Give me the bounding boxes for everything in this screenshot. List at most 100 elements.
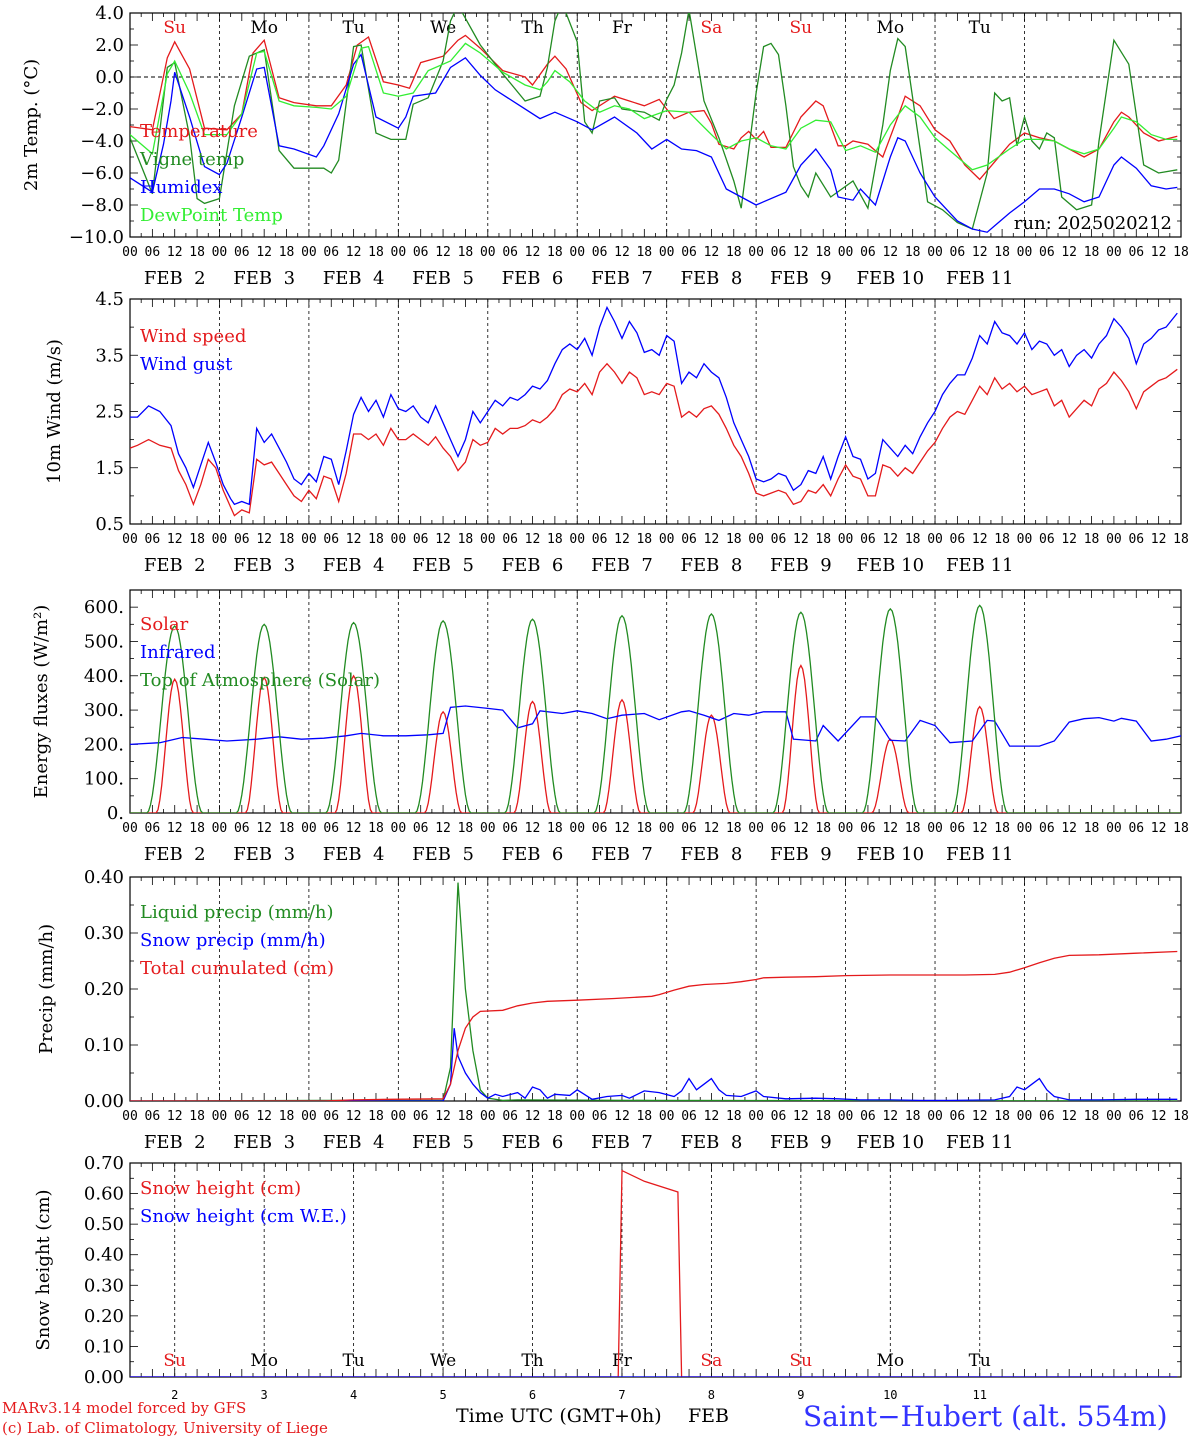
model-credit: MARv3.14 model forced by GFS <box>2 1399 247 1417</box>
day-number: 3 <box>261 1388 268 1402</box>
day-label: Tu <box>969 18 991 38</box>
day-label: Su <box>163 18 186 38</box>
legend-entry: Temperature <box>140 121 258 142</box>
hour-tick-label: 00 <box>838 821 854 836</box>
hour-tick-label: 12 <box>1061 532 1077 547</box>
hour-tick-label: 12 <box>793 1109 809 1124</box>
station-title: Saint−Hubert (alt. 554m) <box>803 1400 1168 1433</box>
hour-tick-label: 18 <box>994 821 1010 836</box>
plot-frame <box>129 589 1182 814</box>
series-snow-precip-mm-h <box>130 1028 1178 1101</box>
hour-tick-label: 06 <box>145 532 161 547</box>
date-label: FEB 8 <box>681 555 743 576</box>
legend-entry: Wind speed <box>140 326 246 347</box>
y-tick-label: 0.70 <box>84 1153 124 1174</box>
panel-wind: 4.5 3.5 2.5 1.5 0.5 10m Wind (m/s) 00 06 12 18 00 0… <box>44 289 1189 576</box>
hour-tick-label: 12 <box>525 532 541 547</box>
y-tick-label: 0.50 <box>84 1214 124 1235</box>
hour-tick-label: 06 <box>860 245 876 260</box>
hour-tick-label: 06 <box>860 1109 876 1124</box>
hour-tick-label: 00 <box>1106 532 1122 547</box>
hour-tick-label: 00 <box>1017 245 1033 260</box>
hour-tick-label: 18 <box>279 1109 295 1124</box>
hour-tick-label: 00 <box>927 821 943 836</box>
hour-tick-label: 12 <box>167 532 183 547</box>
hour-tick-label: 18 <box>994 245 1010 260</box>
hour-tick-label: 12 <box>346 245 362 260</box>
y-axis-title: 2m Temp. (°C) <box>21 59 42 191</box>
y-tick-label: 0.10 <box>84 1035 124 1056</box>
hour-tick-label: 12 <box>525 245 541 260</box>
y-tick-label: 100. <box>84 769 124 790</box>
hour-tick-label: 18 <box>547 245 563 260</box>
hour-tick-label: 18 <box>1084 821 1100 836</box>
day-label: Su <box>790 18 813 38</box>
y-tick-label: 0.40 <box>84 1245 124 1266</box>
hour-tick-label: 18 <box>815 821 831 836</box>
hour-tick-label: 06 <box>502 821 518 836</box>
hour-tick-label: 12 <box>1061 1109 1077 1124</box>
hour-tick-label: 12 <box>256 245 272 260</box>
hour-tick-label: 18 <box>636 821 652 836</box>
hour-tick-label: 00 <box>122 532 138 547</box>
hour-tick-label: 18 <box>994 1109 1010 1124</box>
hour-tick-label: 00 <box>391 1109 407 1124</box>
date-label: FEB 4 <box>323 555 385 576</box>
hour-tick-label: 06 <box>681 245 697 260</box>
hour-tick-label: 18 <box>189 245 205 260</box>
plot-frame <box>129 298 1182 525</box>
hour-tick-label: 00 <box>480 1109 496 1124</box>
hour-tick-label: 06 <box>234 245 250 260</box>
hour-tick-label: 06 <box>323 821 339 836</box>
date-label: FEB 7 <box>591 268 653 289</box>
date-label: FEB 3 <box>233 1132 295 1153</box>
legend-entry: Infrared <box>140 642 215 663</box>
hour-tick-label: 18 <box>279 532 295 547</box>
day-label: Su <box>163 1351 186 1371</box>
hour-tick-label: 00 <box>748 532 764 547</box>
day-number: 7 <box>618 1388 625 1402</box>
hour-tick-label: 12 <box>346 532 362 547</box>
hour-tick-label: 06 <box>413 1109 429 1124</box>
hour-tick-label: 18 <box>458 532 474 547</box>
date-label: FEB 6 <box>502 555 564 576</box>
hour-tick-label: 06 <box>234 1109 250 1124</box>
hour-tick-label: 12 <box>614 245 630 260</box>
hour-tick-label: 12 <box>972 532 988 547</box>
day-label: Fr <box>612 1351 633 1371</box>
hour-tick-label: 06 <box>502 532 518 547</box>
hour-tick-label: 00 <box>480 532 496 547</box>
hour-tick-label: 00 <box>1017 1109 1033 1124</box>
date-label: FEB 3 <box>233 268 295 289</box>
hour-tick-label: 12 <box>704 245 720 260</box>
y-tick-label: 4.0 <box>95 3 124 24</box>
y-tick-label: 0.60 <box>84 1184 124 1205</box>
hour-tick-label: 06 <box>1039 821 1055 836</box>
legend-entry: Total cumulated (cm) <box>140 958 334 979</box>
hour-tick-label: 00 <box>122 821 138 836</box>
hour-tick-label: 00 <box>391 821 407 836</box>
y-axis-title: 10m Wind (m/s) <box>44 339 65 484</box>
day-label: Tu <box>342 18 364 38</box>
hour-tick-label: 18 <box>815 1109 831 1124</box>
hour-tick-label: 06 <box>950 1109 966 1124</box>
hour-tick-label: 06 <box>771 532 787 547</box>
hour-tick-label: 12 <box>167 1109 183 1124</box>
series-humidex <box>130 53 1178 233</box>
hour-tick-label: 00 <box>927 1109 943 1124</box>
hour-tick-label: 18 <box>547 532 563 547</box>
hour-tick-label: 12 <box>614 821 630 836</box>
hour-tick-label: 06 <box>413 532 429 547</box>
day-number: 8 <box>708 1388 715 1402</box>
date-label: FEB 2 <box>144 844 206 865</box>
hour-tick-label: 18 <box>458 1109 474 1124</box>
date-label: FEB 2 <box>144 268 206 289</box>
hour-tick-label: 06 <box>234 821 250 836</box>
hour-tick-label: 00 <box>659 821 675 836</box>
date-label: FEB 10 <box>857 1132 924 1153</box>
hour-tick-label: 06 <box>1128 245 1144 260</box>
day-number: 5 <box>439 1388 446 1402</box>
hour-tick-label: 12 <box>972 245 988 260</box>
hour-tick-label: 18 <box>815 245 831 260</box>
hour-tick-label: 12 <box>704 821 720 836</box>
